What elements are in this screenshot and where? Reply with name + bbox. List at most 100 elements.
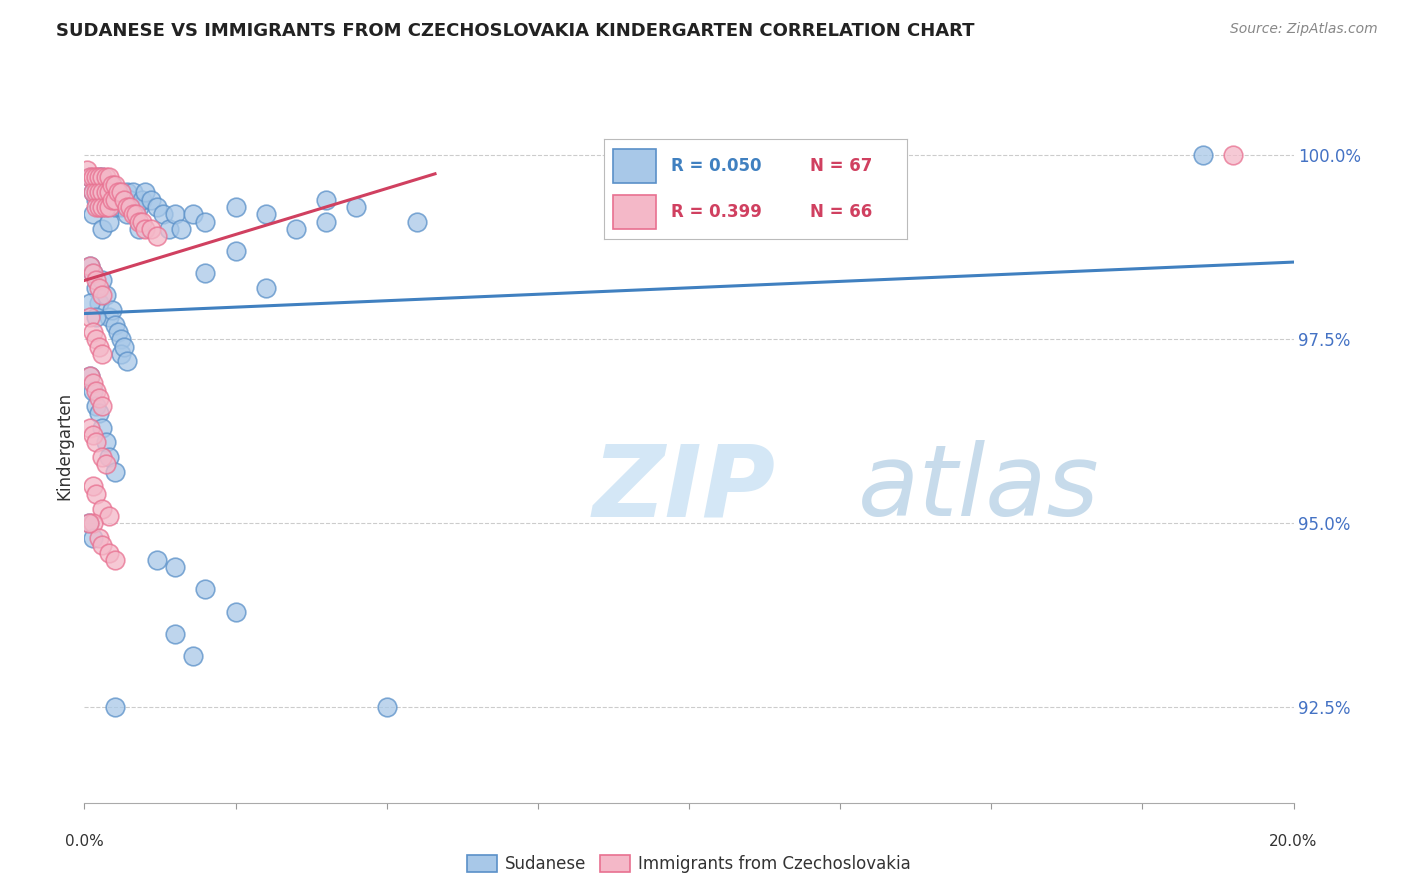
Point: [104, 700, 127, 714]
Point: [86, 170, 108, 185]
Point: [112, 193, 135, 207]
Point: [194, 266, 217, 280]
Point: [181, 207, 204, 221]
Point: [146, 229, 169, 244]
Text: Source: ZipAtlas.com: Source: ZipAtlas.com: [1230, 22, 1378, 37]
Point: [79, 170, 101, 185]
Point: [115, 185, 138, 199]
Point: [82, 266, 104, 280]
Point: [89, 200, 111, 214]
Point: [86, 332, 108, 346]
Point: [82, 428, 104, 442]
Point: [115, 207, 138, 221]
Point: [128, 214, 150, 228]
Point: [225, 605, 247, 619]
Point: [112, 193, 135, 207]
Point: [91, 170, 114, 185]
Point: [115, 354, 138, 368]
Legend: Sudanese, Immigrants from Czechoslovakia: Sudanese, Immigrants from Czechoslovakia: [460, 848, 918, 880]
Point: [170, 222, 193, 236]
Point: [315, 193, 337, 207]
Point: [94, 288, 117, 302]
Point: [157, 222, 180, 236]
Bar: [613, 149, 655, 183]
Point: [131, 193, 153, 207]
Point: [94, 185, 117, 199]
Point: [104, 193, 127, 207]
Point: [139, 193, 162, 207]
Point: [118, 200, 141, 214]
Point: [165, 626, 187, 640]
Point: [107, 185, 129, 199]
Point: [89, 295, 111, 310]
Point: [110, 200, 132, 214]
Point: [97, 310, 120, 325]
Point: [86, 487, 108, 501]
Point: [91, 200, 114, 214]
Point: [86, 384, 108, 398]
Point: [100, 178, 122, 192]
Point: [82, 384, 104, 398]
Point: [86, 200, 108, 214]
Point: [128, 222, 150, 236]
Point: [146, 200, 169, 214]
Point: [82, 207, 104, 221]
Point: [89, 340, 111, 354]
Point: [82, 516, 104, 531]
Point: [125, 200, 148, 214]
Point: [110, 347, 132, 361]
Point: [91, 288, 114, 302]
Point: [82, 266, 104, 280]
Point: [181, 648, 204, 663]
Point: [100, 193, 122, 207]
Point: [86, 435, 108, 450]
Point: [194, 582, 217, 597]
Point: [139, 222, 162, 236]
Point: [79, 295, 101, 310]
Point: [100, 302, 122, 317]
Point: [89, 391, 111, 405]
Point: [89, 170, 111, 185]
Point: [91, 185, 114, 199]
Point: [89, 170, 111, 185]
Point: [79, 369, 101, 384]
Point: [79, 170, 101, 185]
Point: [82, 185, 104, 199]
Point: [82, 170, 104, 185]
Point: [134, 185, 156, 199]
Point: [97, 178, 120, 192]
Point: [104, 185, 127, 199]
Point: [100, 193, 122, 207]
Text: atlas: atlas: [858, 441, 1099, 537]
Point: [346, 200, 368, 214]
Text: N = 66: N = 66: [810, 203, 872, 221]
Point: [131, 214, 153, 228]
Point: [97, 200, 120, 214]
Point: [225, 200, 247, 214]
Y-axis label: Kindergarten: Kindergarten: [55, 392, 73, 500]
Point: [225, 244, 247, 258]
Point: [94, 458, 117, 472]
Point: [94, 185, 117, 199]
Point: [254, 281, 277, 295]
Point: [128, 200, 150, 214]
Point: [79, 420, 101, 434]
Point: [97, 450, 120, 464]
Point: [82, 185, 104, 199]
Point: [112, 340, 135, 354]
Text: ZIP: ZIP: [592, 441, 775, 537]
Point: [125, 207, 148, 221]
Point: [97, 508, 120, 523]
Point: [82, 531, 104, 545]
Point: [121, 207, 143, 221]
Point: [82, 325, 104, 339]
Point: [91, 501, 114, 516]
Point: [121, 185, 143, 199]
Point: [91, 420, 114, 434]
Point: [647, 170, 671, 185]
Point: [89, 531, 111, 545]
Point: [110, 332, 132, 346]
Point: [82, 376, 104, 391]
Point: [77, 516, 100, 531]
Point: [91, 222, 114, 236]
